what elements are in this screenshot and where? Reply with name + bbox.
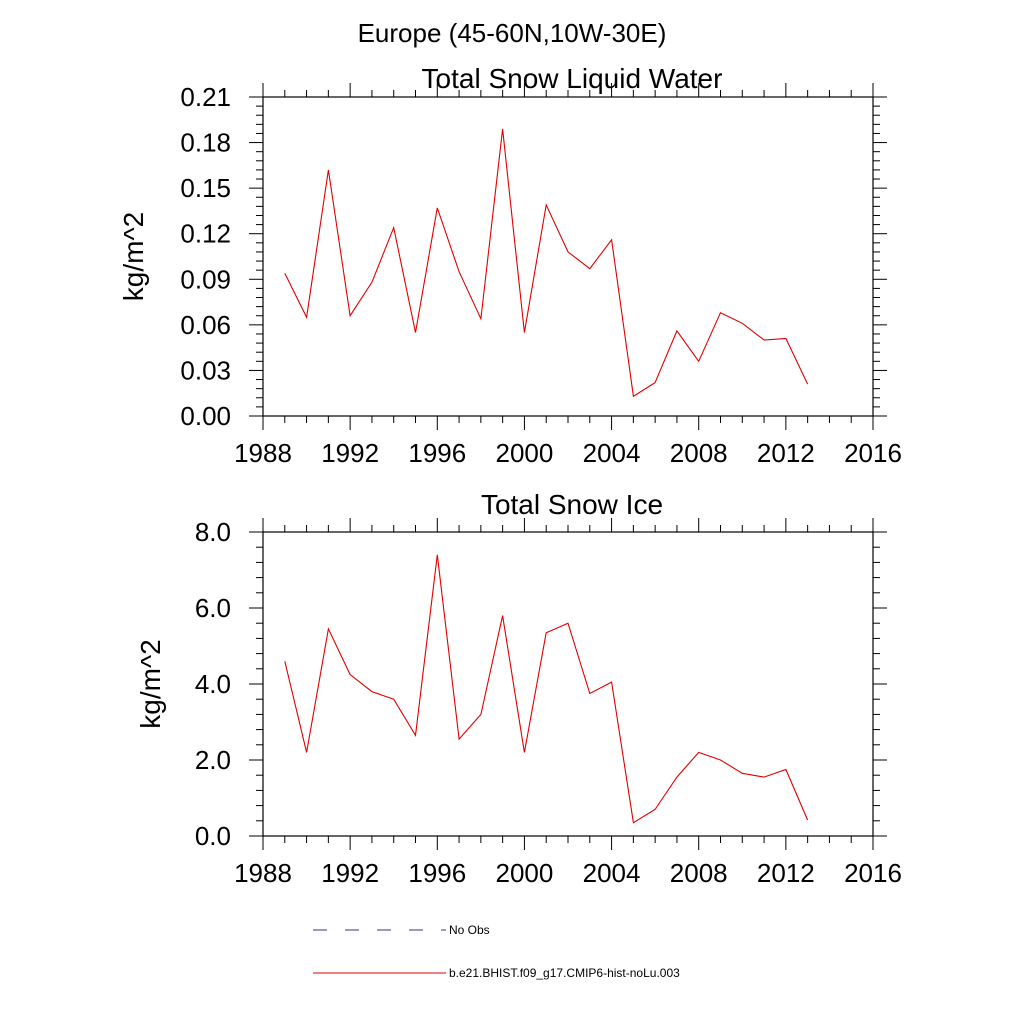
x-tick-label: 2008 xyxy=(670,858,728,888)
x-tick-label: 1996 xyxy=(408,438,466,468)
y-tick-label: 0.03 xyxy=(180,355,231,385)
x-tick-label: 2012 xyxy=(757,438,815,468)
y-axis-label: kg/m^2 xyxy=(118,212,149,301)
legend-entry-no-obs: No Obs xyxy=(313,923,490,937)
y-tick-label: 0.00 xyxy=(180,401,231,431)
y-tick-label: 8.0 xyxy=(195,517,231,547)
y-tick-label: 4.0 xyxy=(195,669,231,699)
plot-frame xyxy=(262,96,874,417)
x-tick-label: 2000 xyxy=(496,858,554,888)
figure-suptitle: Europe (45-60N,10W-30E) xyxy=(358,18,667,48)
y-tick-label: 0.21 xyxy=(180,82,231,112)
y-tick-label: 0.18 xyxy=(180,128,231,158)
x-tick-label: 2016 xyxy=(844,438,902,468)
chart-panel-snow-liquid-water: Total Snow Liquid Water 1988 1992 1996 2000 2… xyxy=(118,63,902,468)
legend-entry-model-run: b.e21.BHIST.f09_g17.CMIP6-hist-noLu.003 xyxy=(313,966,680,980)
series-line xyxy=(284,554,809,824)
plot-frame xyxy=(262,531,874,837)
x-tick-label: 2004 xyxy=(583,438,641,468)
legend-label-no-obs: No Obs xyxy=(449,923,490,937)
x-tick-label: 2012 xyxy=(757,858,815,888)
chart-title: Total Snow Ice xyxy=(481,489,663,520)
x-tick-label: 2000 xyxy=(496,438,554,468)
x-tick-label: 2008 xyxy=(670,438,728,468)
chart-panel-snow-ice: Total Snow Ice 1988 1992 1996 2000 2004 2008 20… xyxy=(135,489,902,888)
y-tick-label: 2.0 xyxy=(195,745,231,775)
x-tick-label: 2004 xyxy=(583,858,641,888)
x-tick-label: 1992 xyxy=(321,858,379,888)
x-tick-label: 1992 xyxy=(321,438,379,468)
y-tick-label: 0.0 xyxy=(195,821,231,851)
y-tick-label: 6.0 xyxy=(195,593,231,623)
x-tick-label: 1988 xyxy=(234,438,292,468)
y-tick-label: 0.15 xyxy=(180,173,231,203)
legend: No Obs b.e21.BHIST.f09_g17.CMIP6-hist-no… xyxy=(313,923,680,980)
chart-title: Total Snow Liquid Water xyxy=(422,63,723,94)
y-tick-label: 0.09 xyxy=(180,264,231,294)
y-tick-label: 0.06 xyxy=(180,310,231,340)
legend-label-model-run: b.e21.BHIST.f09_g17.CMIP6-hist-noLu.003 xyxy=(449,966,680,980)
y-tick-label: 0.12 xyxy=(180,219,231,249)
y-axis-label: kg/m^2 xyxy=(135,639,166,728)
x-tick-label: 2016 xyxy=(844,858,902,888)
x-tick-label: 1988 xyxy=(234,858,292,888)
series-line xyxy=(284,128,809,398)
x-tick-label: 1996 xyxy=(408,858,466,888)
